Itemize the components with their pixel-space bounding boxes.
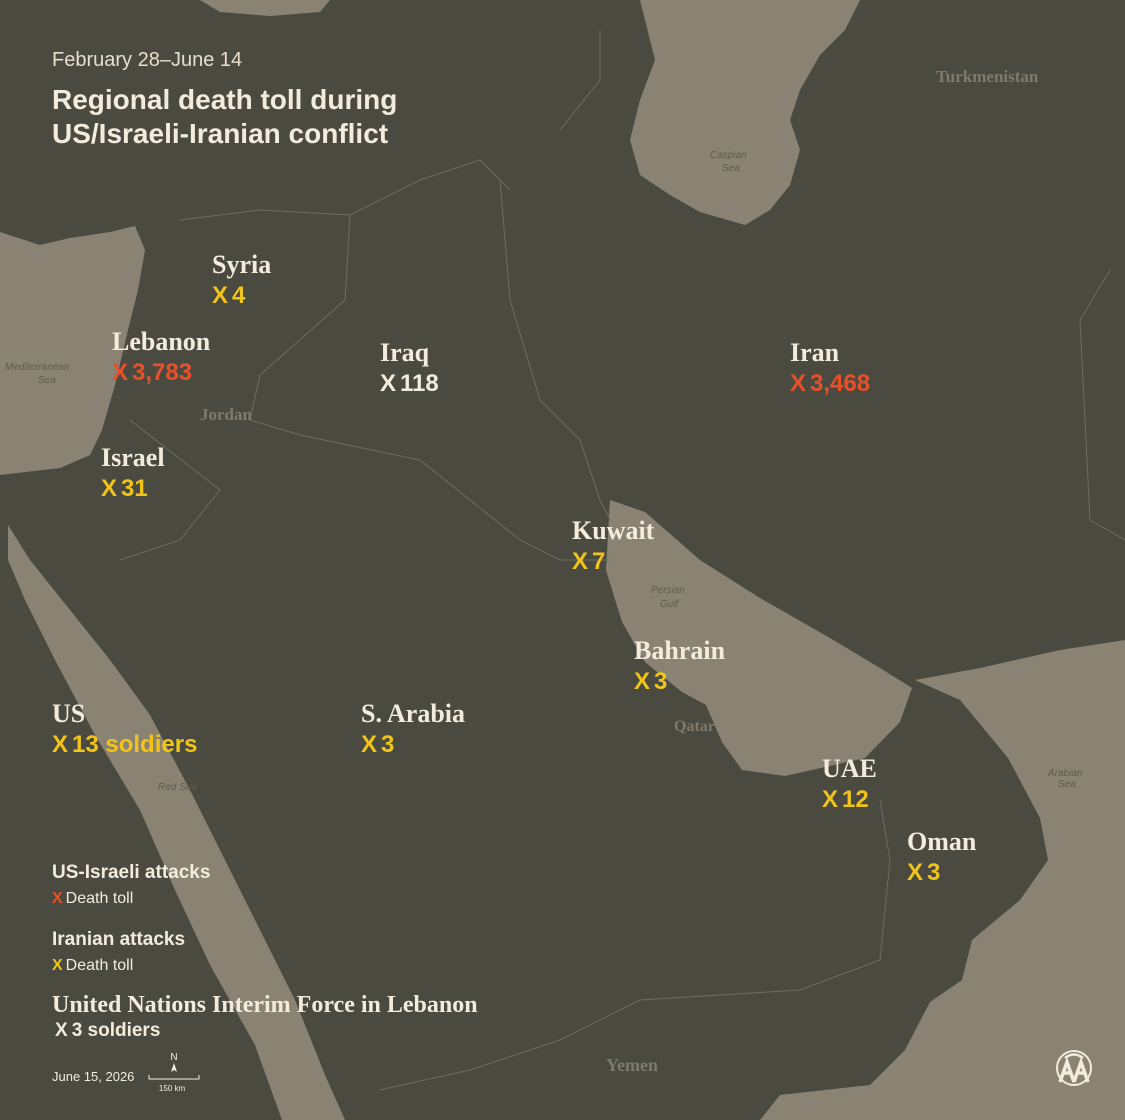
scale-label: 150 km: [159, 1084, 186, 1093]
logo-ring: [1056, 1050, 1092, 1086]
title: Regional death toll during: [52, 84, 397, 115]
legend-item: X Death toll: [52, 890, 133, 907]
sea-label: Arabian: [1047, 768, 1083, 779]
sea-label: Sea: [1058, 779, 1076, 790]
title: US/Israeli-Iranian conflict: [52, 118, 388, 149]
date-range: February 28–June 14: [52, 49, 242, 71]
country-name: Kuwait: [572, 516, 655, 545]
border: [119, 419, 221, 561]
border: [249, 214, 351, 421]
toll-value: 118: [400, 370, 439, 397]
north-label: N: [170, 1052, 177, 1063]
arabian-sea: [760, 640, 1125, 1120]
country-name: Oman: [907, 827, 977, 856]
toll-value: 31: [121, 475, 148, 502]
legend-title: US-Israeli attacks: [52, 862, 210, 883]
toll-value: 3: [927, 859, 940, 886]
death-toll: X 12: [822, 786, 869, 813]
toll-value: 4: [232, 282, 246, 309]
toll-marker: X: [572, 548, 588, 575]
toll-marker: X: [822, 786, 838, 813]
legend-title: United Nations Interim Force in Lebanon: [52, 992, 478, 1018]
toll-marker: X: [634, 668, 650, 695]
death-toll: X 118: [380, 370, 439, 397]
caspian-sea: [630, 0, 860, 225]
sea-label: Caspian: [710, 150, 747, 161]
mediterranean-sea: [0, 226, 145, 475]
legend-marker: X: [55, 1020, 68, 1041]
toll-value: 7: [592, 548, 605, 575]
country-name: Iran: [790, 338, 840, 367]
sea-label: Mediterranean: [5, 362, 70, 373]
country-name: UAE: [822, 754, 877, 783]
country-name: Iraq: [380, 338, 430, 367]
country-name: Bahrain: [634, 636, 726, 665]
toll-marker: X: [212, 282, 228, 309]
logo-arc: [1064, 1053, 1084, 1060]
death-toll: X 3,468: [790, 370, 870, 397]
border: [1079, 269, 1125, 541]
toll-marker: X: [380, 370, 396, 397]
toll-marker: X: [907, 859, 923, 886]
toll-marker: X: [52, 731, 68, 758]
red-sea: [8, 525, 345, 1120]
place-label: Jordan: [200, 405, 253, 424]
country-name: Lebanon: [112, 327, 211, 356]
country-name: Israel: [101, 443, 165, 472]
sea-label: Sea: [38, 375, 56, 386]
labels: February 28–June 14 Regional death toll d…: [5, 49, 1092, 1093]
country-name: S. Arabia: [361, 699, 465, 728]
sea-label: Sea: [722, 163, 740, 174]
toll-value: 3,468: [810, 370, 870, 397]
death-toll: X 13 soldiers: [52, 731, 197, 758]
country-name: US: [52, 699, 85, 728]
legend-label: Death toll: [66, 957, 134, 974]
sea-label: Gulf: [660, 599, 680, 610]
border: [499, 179, 611, 521]
place-label: Qatar: [674, 718, 715, 735]
sea-label: Red Sea: [158, 782, 197, 793]
toll-value: 3: [654, 668, 667, 695]
legend-marker: X: [52, 890, 63, 907]
footer-date: June 15, 2026: [52, 1069, 134, 1084]
black-sea: [200, 0, 330, 16]
toll-value: 3,783: [132, 359, 192, 386]
place-label: Yemen: [606, 1055, 658, 1075]
legend-title: Iranian attacks: [52, 929, 185, 950]
toll-marker: X: [101, 475, 117, 502]
toll-value: 13 soldiers: [72, 731, 197, 758]
legend-label: Death toll: [66, 890, 134, 907]
border: [379, 799, 891, 1091]
persian-gulf: [606, 500, 912, 776]
toll-marker: X: [361, 731, 377, 758]
death-toll: X 3,783: [112, 359, 192, 386]
country-name: Syria: [212, 250, 271, 279]
sea-label: Persian: [651, 585, 685, 596]
legend-label: 3 soldiers: [72, 1020, 161, 1041]
north-arrow: [171, 1063, 177, 1072]
legend-item: X Death toll: [52, 957, 133, 974]
legend-marker: X: [52, 957, 63, 974]
border: [179, 159, 511, 221]
logo-mark: [1058, 1056, 1090, 1083]
toll-marker: X: [790, 370, 806, 397]
toll-marker: X: [112, 359, 128, 386]
place-label: Turkmenistan: [936, 67, 1039, 86]
borders: [119, 30, 1125, 1091]
border: [249, 419, 610, 561]
death-toll: X 31: [101, 475, 148, 502]
scale-bar: [148, 1075, 200, 1080]
toll-value: 3: [381, 731, 394, 758]
logo: [1056, 1050, 1092, 1086]
border: [559, 30, 601, 131]
toll-value: 12: [842, 786, 869, 813]
